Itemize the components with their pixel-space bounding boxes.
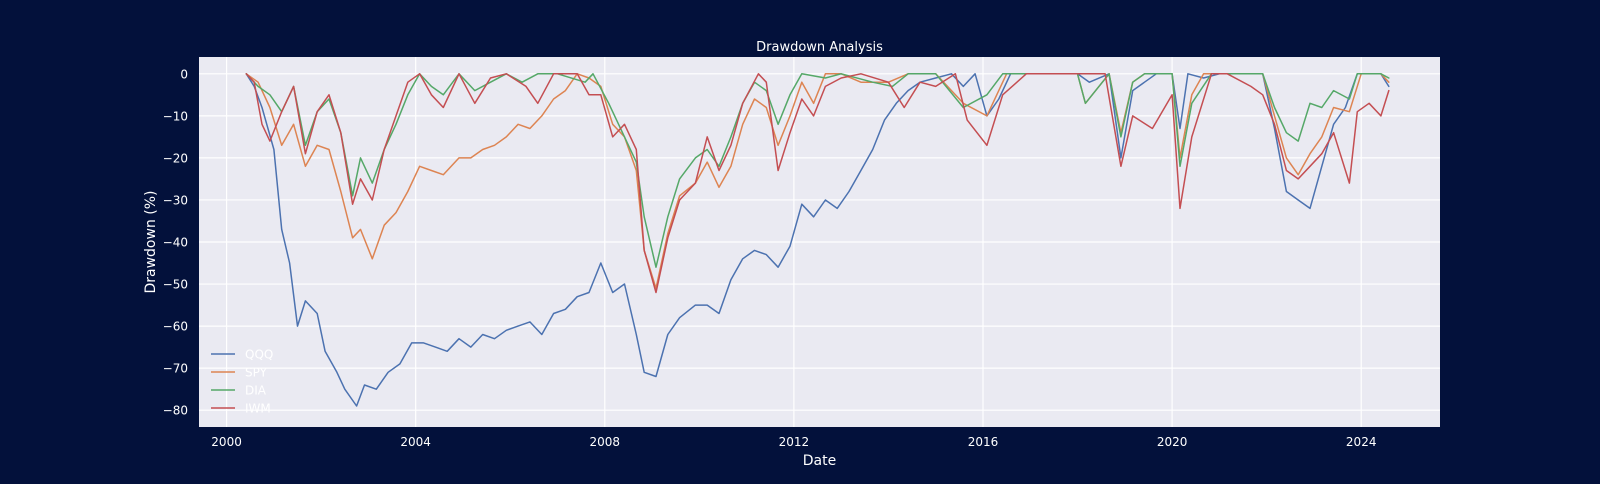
y-tick-label: −70 (163, 362, 188, 376)
x-tick-label: 2008 (590, 435, 621, 449)
x-tick-label: 2016 (968, 435, 999, 449)
legend-label-dia: DIA (245, 384, 267, 398)
series-lines (245, 73, 1390, 407)
chart-title: Drawdown Analysis (756, 40, 883, 55)
series-line-dia (245, 73, 1390, 268)
legend-label-qqq: QQQ (245, 348, 273, 362)
legend-label-spy: SPY (245, 366, 268, 380)
x-tick-label: 2012 (779, 435, 810, 449)
y-tick-label: −60 (163, 320, 188, 334)
x-tick-label: 2020 (1157, 435, 1188, 449)
x-tick-label: 2024 (1346, 435, 1377, 449)
y-tick-label: −80 (163, 404, 188, 418)
x-tick-label: 2004 (400, 435, 431, 449)
x-tick-label: 2000 (211, 435, 242, 449)
x-axis-label: Date (803, 453, 836, 469)
y-tick-label: −20 (163, 151, 188, 165)
y-tick-label: −40 (163, 236, 188, 250)
legend-label-iwm: IWM (245, 402, 271, 416)
legend: QQQ SPY DIA IWM (211, 348, 273, 416)
y-tick-label: −50 (163, 278, 188, 292)
y-tick-label: −10 (163, 109, 188, 123)
series-line-spy (245, 73, 1390, 290)
axis-ticks: 0 −10 −20 −30 −40 −50 −60 −70 −80 2000 2004 2008 201… (163, 67, 1377, 449)
series-line-qqq (245, 73, 1390, 407)
y-axis-label: Drawdown (%) (143, 190, 159, 293)
series-line-iwm (245, 73, 1390, 294)
grid-lines (199, 57, 1440, 427)
y-tick-label: −30 (163, 193, 188, 207)
y-tick-label: 0 (180, 67, 188, 81)
